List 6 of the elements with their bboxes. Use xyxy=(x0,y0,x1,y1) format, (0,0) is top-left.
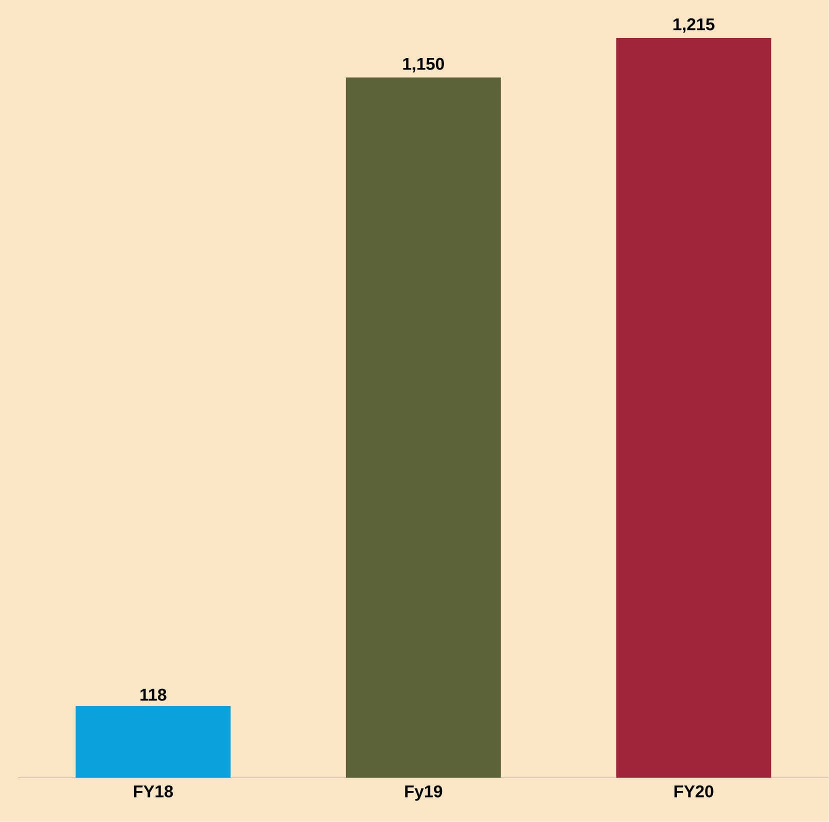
data-label: 1,150 xyxy=(403,58,444,72)
data-label: 118 xyxy=(140,688,166,701)
x-tick-label: Fy19 xyxy=(405,785,442,801)
data-label: 1,215 xyxy=(673,18,714,33)
x-tick-label: FY20 xyxy=(674,785,714,798)
x-tick-label: FY18 xyxy=(134,785,173,798)
